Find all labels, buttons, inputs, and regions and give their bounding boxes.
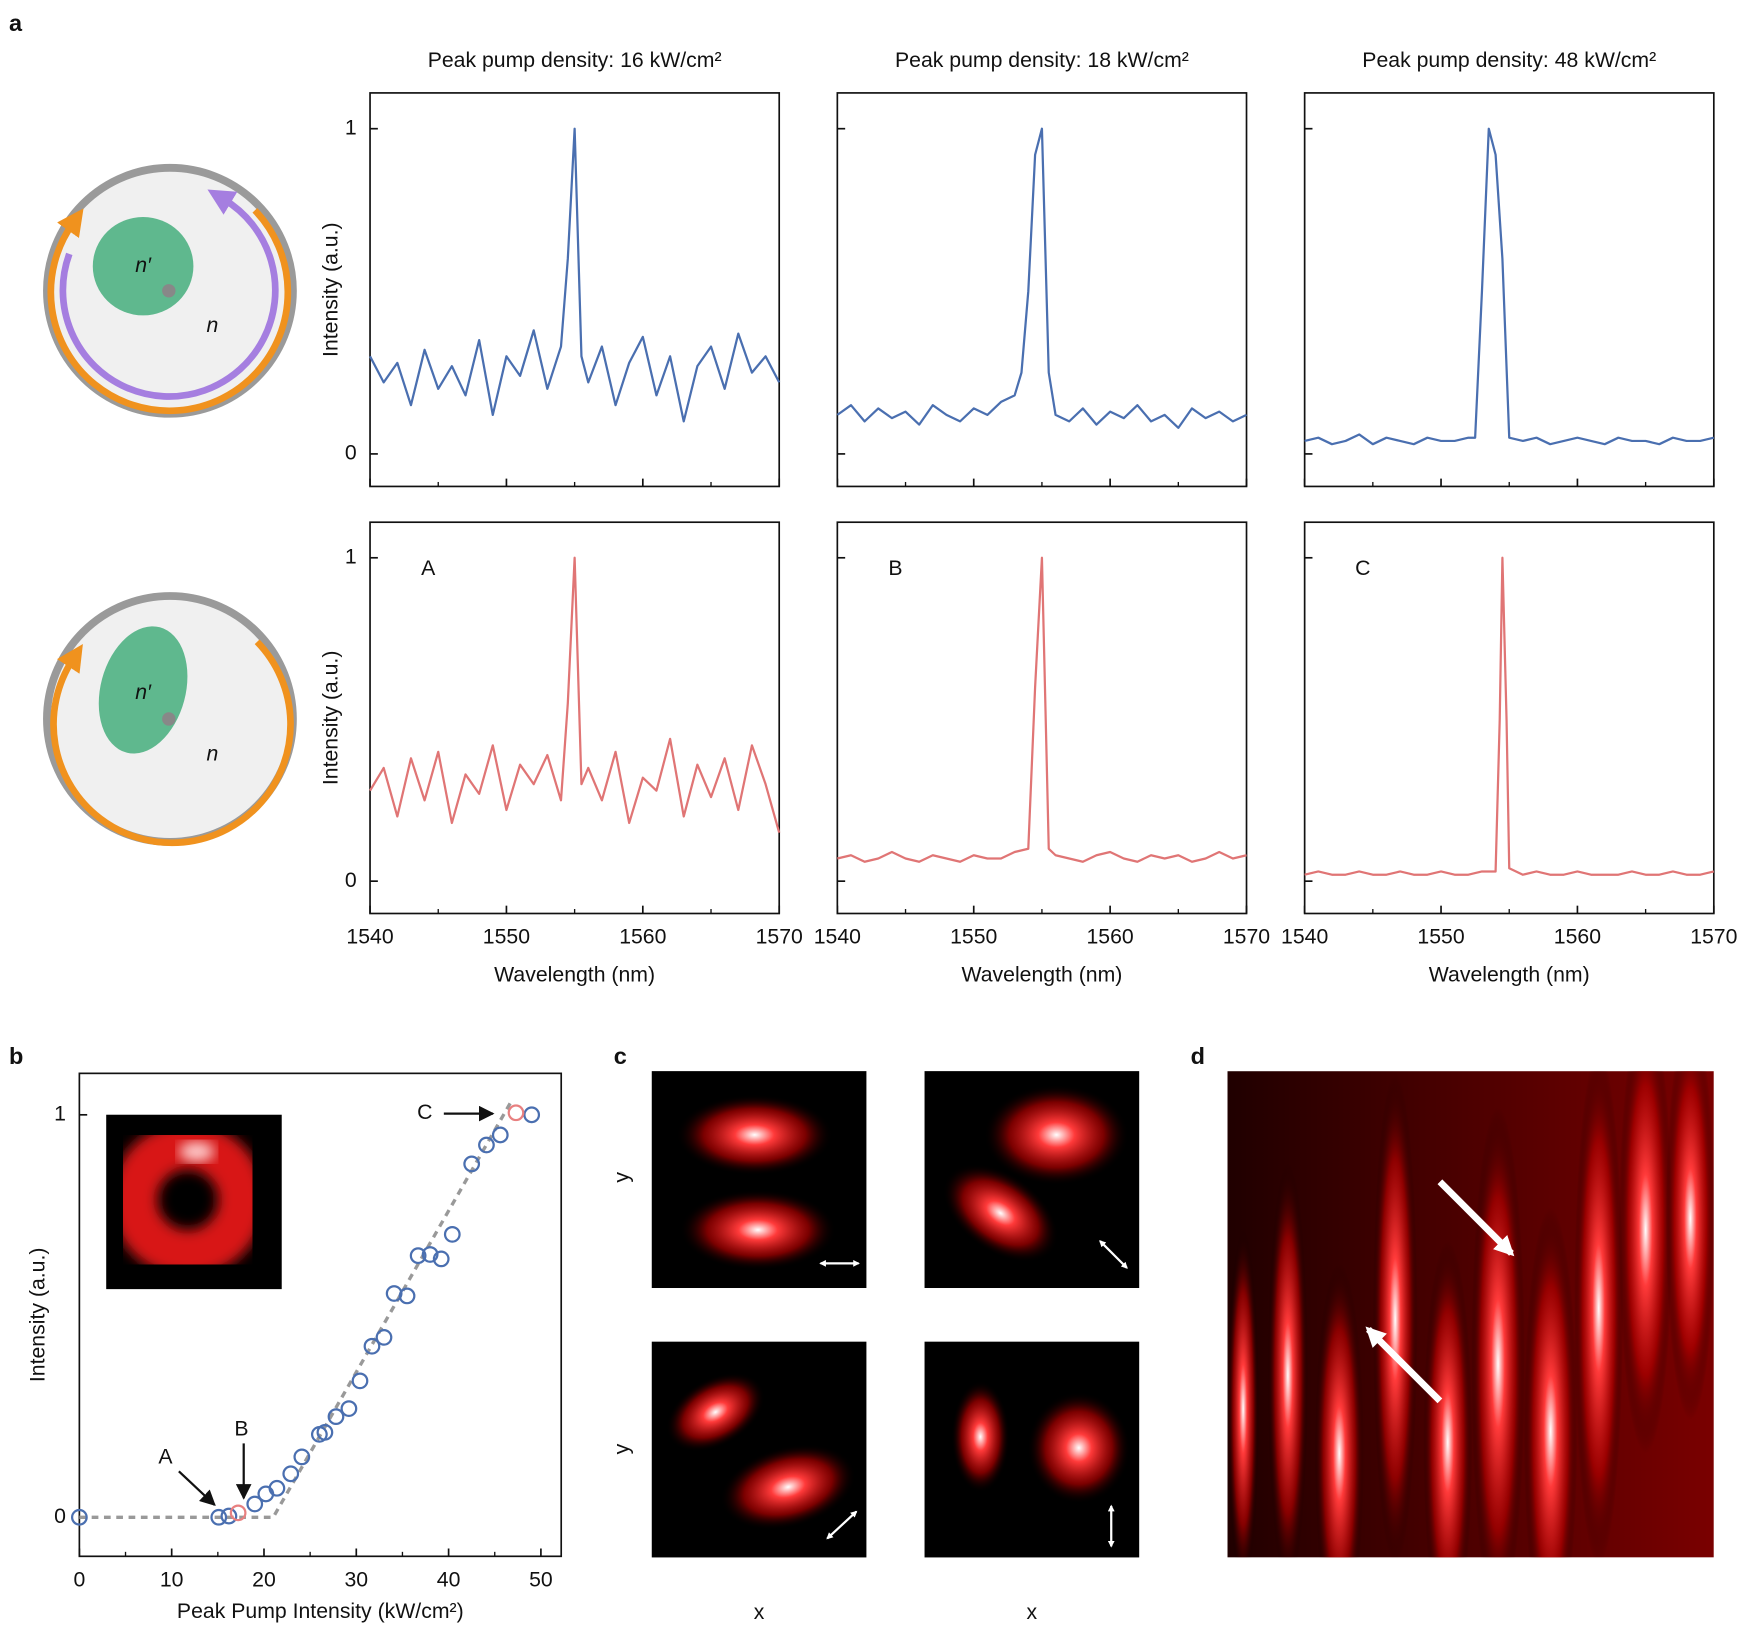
y-tick-label: 1 [345,544,357,568]
data-point [491,1126,509,1144]
x-tick-label: 1560 [1554,925,1601,949]
x-tick-label: 1540 [346,925,393,949]
x-axis-label: Wavelength (nm) [961,963,1122,987]
x-tick-label: 1550 [1417,925,1464,949]
data-point [351,1372,369,1390]
x-tick-label: 1560 [619,925,666,949]
x-axis-label: Peak Pump Intensity (kW/cm²) [177,1599,464,1623]
x-tick-label: 0 [73,1568,85,1592]
annotation: C [417,1100,432,1124]
y-tick-label: 1 [54,1101,66,1125]
x-tick-label: 40 [437,1568,461,1592]
index-label: n [207,313,219,337]
y-tick-label: 0 [54,1504,66,1528]
y-axis-label: Intensity (a.u.) [26,1248,50,1383]
data-line [369,556,781,833]
data-point [327,1408,345,1426]
plot-frame [78,1072,563,1558]
axis-label: x [1027,1600,1038,1624]
index-label: n′ [135,253,152,277]
data-point [523,1106,541,1124]
data-point [268,1479,286,1497]
y-tick-label: 0 [345,868,357,892]
x-axis-label: Wavelength (nm) [1429,963,1590,987]
x-tick-label: 50 [529,1568,553,1592]
interference-image [1227,1071,1714,1558]
y-axis-label: Intensity (a.u.) [319,651,343,786]
data-point [375,1328,393,1346]
axis-label: y [609,1172,633,1183]
data-point [409,1247,427,1265]
x-tick-label: 1540 [814,925,861,949]
inset-image [106,1114,282,1290]
index-label: n [207,741,219,765]
x-tick-label: 1540 [1281,925,1328,949]
data-point [293,1448,311,1466]
data-point [478,1136,495,1154]
x-tick-label: 1570 [1690,925,1737,949]
y-tick-label: 1 [345,115,357,139]
data-point [363,1337,381,1355]
x-axis-label: Wavelength (nm) [494,963,655,987]
data-point [507,1104,525,1122]
x-tick-label: 1570 [1223,925,1270,949]
data-line [1304,127,1715,446]
chart-title: Peak pump density: 18 kW/cm² [895,48,1189,72]
data-point [463,1155,481,1173]
data-point [421,1246,439,1263]
annotation: C [1355,556,1370,580]
y-tick-label: 0 [345,441,357,465]
data-point [282,1465,300,1483]
index-label: n′ [135,680,152,704]
annotation: B [234,1417,248,1441]
mode-images: y y x x [609,1071,1140,1624]
x-tick-label: 1570 [756,925,803,949]
chart-title: Peak pump density: 16 kW/cm² [428,48,722,72]
annotation-arrow [178,1470,216,1506]
y-axis-label: Intensity (a.u.) [319,222,343,357]
x-tick-label: 30 [344,1568,368,1592]
data-point [220,1507,238,1525]
data-line [1304,556,1715,876]
data-point [316,1423,334,1441]
panel-label: c [614,1043,627,1069]
data-point [443,1225,461,1243]
data-point [432,1250,450,1268]
axis-label: x [754,1600,765,1624]
data-line [837,556,1247,863]
cavity-diagram: n′ n [43,592,297,847]
cavity-diagram: n′ n [43,163,297,418]
annotation: A [158,1445,173,1469]
annotation: B [888,556,902,580]
data-point [385,1285,403,1302]
panel-label: b [9,1043,23,1069]
x-tick-label: 20 [252,1568,276,1592]
chart-title: Peak pump density: 48 kW/cm² [1362,48,1656,72]
panel-label: d [1191,1043,1205,1069]
annotation: A [421,556,436,580]
data-point [229,1504,247,1522]
data-line [836,127,1247,429]
x-tick-label: 10 [160,1568,184,1592]
x-tick-label: 1560 [1086,925,1133,949]
data-point [210,1508,228,1526]
data-point [398,1287,416,1305]
data-line [79,1101,512,1519]
data-point [246,1495,264,1513]
data-point [70,1508,88,1526]
panel-label: a [9,10,23,36]
x-tick-label: 1550 [950,925,997,949]
axis-label: y [609,1443,633,1454]
x-tick-label: 1550 [483,925,530,949]
data-point [340,1400,358,1417]
data-line [369,127,781,423]
